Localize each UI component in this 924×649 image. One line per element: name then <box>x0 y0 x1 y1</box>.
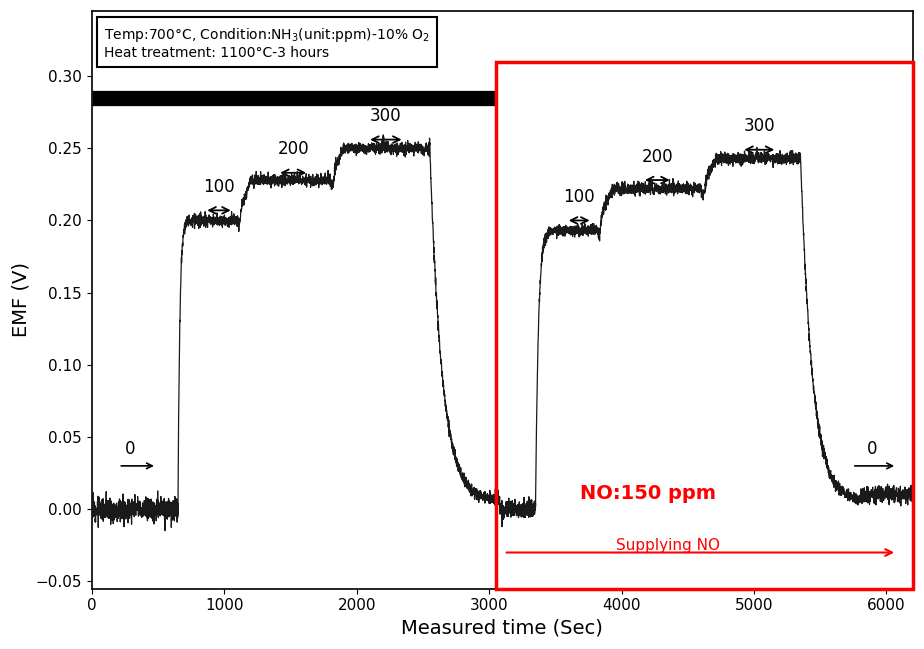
Text: 200: 200 <box>641 147 673 165</box>
Text: NO:150 ppm: NO:150 ppm <box>580 484 716 503</box>
Text: 0: 0 <box>125 440 136 458</box>
Text: Supplying NO: Supplying NO <box>616 537 720 553</box>
Bar <box>496 62 913 589</box>
Y-axis label: EMF (V): EMF (V) <box>11 262 30 337</box>
Text: 100: 100 <box>564 188 595 206</box>
X-axis label: Measured time (Sec): Measured time (Sec) <box>401 619 603 638</box>
Text: 0: 0 <box>867 440 877 458</box>
Text: 300: 300 <box>744 117 775 135</box>
Text: 100: 100 <box>203 178 235 196</box>
Text: Temp:700°C, Condition:NH$_3$(unit:ppm)-10% O$_2$
Heat treatment: 1100°C-3 hours: Temp:700°C, Condition:NH$_3$(unit:ppm)-1… <box>104 25 430 60</box>
Text: 300: 300 <box>370 107 402 125</box>
Text: 200: 200 <box>277 140 309 158</box>
